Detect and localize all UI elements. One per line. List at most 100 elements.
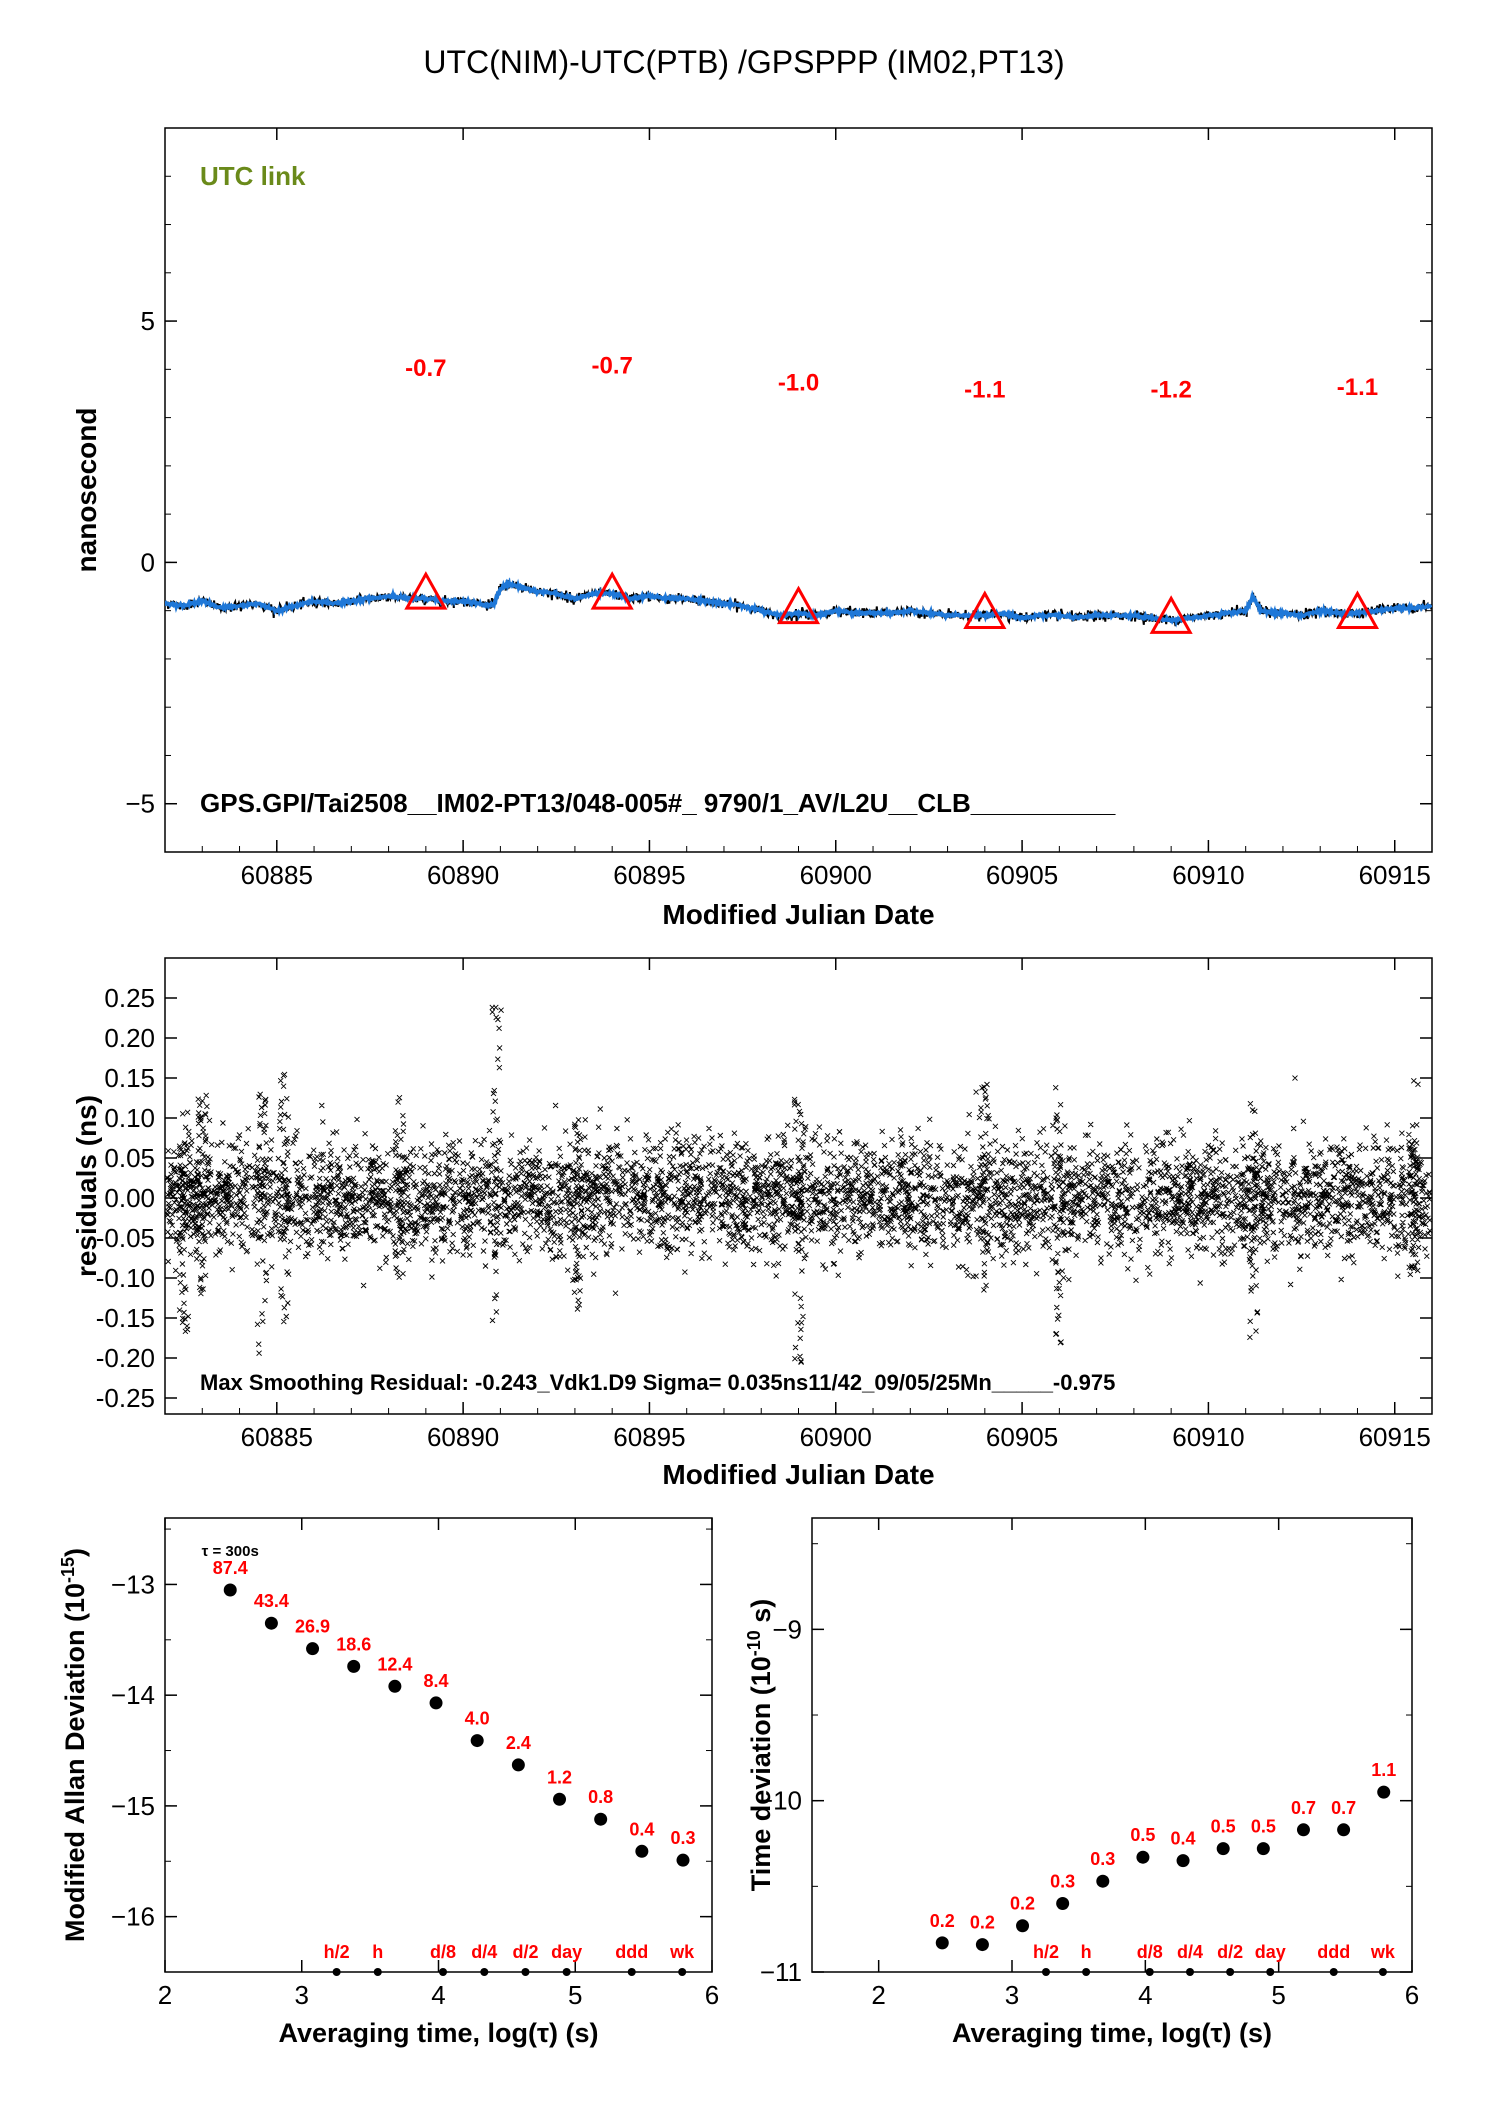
- y-tick-label: −16: [111, 1902, 155, 1932]
- deviation-value-label: 8.4: [424, 1671, 449, 1691]
- x-tick-label: 60905: [986, 1422, 1058, 1452]
- residuals-x-axis-label: Modified Julian Date: [662, 1459, 934, 1490]
- deviation-point: [306, 1642, 320, 1656]
- deviation-value-label: 0.5: [1251, 1817, 1276, 1837]
- offset-smoothed-line: [165, 577, 1432, 628]
- deviation-value-label: 0.2: [930, 1911, 955, 1931]
- offset-series: [165, 577, 1432, 628]
- x-tick-label: 5: [568, 1980, 582, 2010]
- time-mark-label: d/8: [430, 1942, 456, 1962]
- time-mark-dot: [1042, 1968, 1050, 1976]
- y-tick-label: -0.05: [96, 1223, 155, 1253]
- mdev-chart-x-axis-label: Averaging time, log(τ) (s): [278, 2018, 598, 2048]
- deviation-point: [676, 1853, 690, 1867]
- y-tick-label: 0: [141, 547, 155, 577]
- offset-marker-triangle: [590, 571, 634, 610]
- tdev-y-axis-label: Time deviation (10-10 s): [744, 1599, 776, 1892]
- y-tick-label: -0.10: [96, 1263, 155, 1293]
- deviation-value-label: 1.1: [1371, 1760, 1396, 1780]
- time-mark-dot: [480, 1968, 489, 1976]
- time-mark-label: h/2: [324, 1942, 350, 1962]
- deviation-point: [1296, 1823, 1310, 1837]
- x-tick-label: 60895: [613, 860, 685, 890]
- x-tick-label: 60895: [613, 1422, 685, 1452]
- deviation-value-label: 4.0: [465, 1709, 490, 1729]
- time-mark-label: ddd: [615, 1942, 648, 1962]
- deviation-point: [347, 1659, 361, 1673]
- deviation-value-label: 0.7: [1331, 1798, 1356, 1818]
- y-tick-label: 0.05: [104, 1143, 155, 1173]
- time-mark-dot: [1186, 1968, 1194, 1976]
- deviation-value-label: 0.5: [1130, 1825, 1155, 1845]
- deviation-point: [388, 1679, 402, 1693]
- mdev-chart-frame: [164, 1517, 713, 1973]
- y-tick-label: 0.20: [104, 1023, 155, 1053]
- y-tick-label: 0.15: [104, 1063, 155, 1093]
- x-tick-label: 60900: [800, 1422, 872, 1452]
- offset-marker-label: -1.2: [1150, 377, 1191, 404]
- time-mark-dot: [521, 1968, 530, 1976]
- deviation-point: [935, 1936, 949, 1950]
- deviation-value-label: 18.6: [336, 1634, 371, 1654]
- y-tick-label: −13: [111, 1569, 155, 1599]
- time-mark-dot: [1226, 1968, 1235, 1976]
- time-mark-dot: [678, 1968, 687, 1976]
- deviation-point: [594, 1812, 608, 1826]
- page-title: UTC(NIM)-UTC(PTB) /GPSPPP (IM02,PT13): [423, 44, 1065, 80]
- deviation-point: [1136, 1850, 1150, 1864]
- deviation-value-label: 0.3: [670, 1828, 695, 1848]
- deviation-value-label: 26.9: [295, 1617, 330, 1637]
- time-mark-label: h/2: [1033, 1942, 1059, 1962]
- x-tick-label: 3: [295, 1980, 309, 2010]
- x-tick-label: 60910: [1172, 1422, 1244, 1452]
- deviation-point: [1377, 1785, 1391, 1799]
- offset-marker-triangle: [404, 571, 448, 610]
- y-tick-label: −15: [111, 1791, 155, 1821]
- tdev-chart: 2 3 4 5 6 −9 −10 −11 Averaging time, log(τ) (s) 0…: [744, 1517, 1419, 2048]
- time-mark-label: d/4: [471, 1942, 497, 1962]
- y-tick-label: -0.20: [96, 1343, 155, 1373]
- deviation-value-label: 2.4: [506, 1733, 531, 1753]
- residuals-footer-text: Max Smoothing Residual: -0.243_Vdk1.D9 S…: [200, 1370, 1115, 1395]
- deviation-point: [1337, 1823, 1351, 1837]
- deviation-value-label: 43.4: [254, 1591, 289, 1611]
- x-tick-label: 4: [431, 1980, 445, 2010]
- deviation-point: [1256, 1842, 1270, 1856]
- time-mark-label: d/2: [512, 1942, 538, 1962]
- deviation-point: [470, 1734, 484, 1748]
- time-mark-dot: [373, 1968, 382, 1976]
- y-tick-label: 0.10: [104, 1103, 155, 1133]
- time-mark-label: h: [1081, 1942, 1092, 1962]
- time-mark-label: ddd: [1317, 1942, 1350, 1962]
- offset-plot-frame: [164, 127, 1433, 853]
- residuals-y-axis-label: residuals (ns): [71, 1095, 102, 1277]
- deviation-value-label: 1.2: [547, 1767, 572, 1787]
- time-mark-dot: [1329, 1968, 1338, 1976]
- deviation-point: [1016, 1919, 1030, 1933]
- time-mark-dot: [1145, 1968, 1154, 1976]
- tau-note: τ = 300s: [202, 1543, 259, 1560]
- x-tick-label: 6: [1405, 1980, 1419, 2010]
- deviation-value-label: 12.4: [377, 1654, 412, 1674]
- y-tick-label: −10: [758, 1786, 802, 1816]
- time-mark-dot: [562, 1968, 571, 1976]
- time-mark-label: h: [372, 1942, 383, 1962]
- residuals-chart: 60885 60890 60895 60900 60905 60910 60915 0.25 0…: [71, 957, 1433, 1490]
- deviation-point: [975, 1938, 989, 1952]
- time-mark-label: wk: [669, 1942, 695, 1962]
- offset-chart: 60885 60890 60895 60900 60905 60910 60915 −5 0 5 n…: [71, 127, 1433, 930]
- deviation-value-label: 0.8: [588, 1787, 613, 1807]
- x-tick-label: 60885: [241, 860, 313, 890]
- offset-marker-triangle: [1335, 590, 1380, 629]
- time-mark-dot: [439, 1968, 448, 1976]
- offset-marker-triangle: [963, 590, 1007, 629]
- offset-marker-triangle: [1149, 595, 1193, 634]
- deviation-value-label: 0.2: [1010, 1894, 1035, 1914]
- deviation-point: [1216, 1842, 1230, 1856]
- offset-marker-label: -0.7: [591, 353, 632, 380]
- offset-marker-label: -1.0: [778, 369, 819, 396]
- deviation-point: [1056, 1896, 1070, 1910]
- x-tick-label: 4: [1138, 1980, 1152, 2010]
- deviation-value-label: 0.4: [1171, 1829, 1196, 1849]
- deviation-point: [223, 1583, 237, 1597]
